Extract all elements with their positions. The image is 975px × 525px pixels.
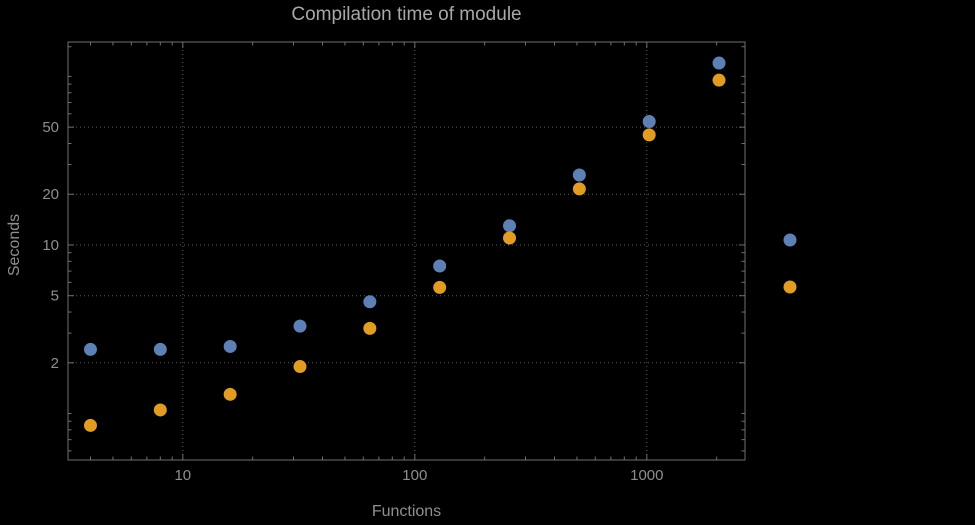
y-tick-label: 50: [42, 119, 59, 136]
data-point-series-2: [153, 403, 167, 417]
data-point-series-1: [712, 56, 726, 70]
data-point-series-2: [83, 418, 97, 432]
data-point-series-2: [363, 321, 377, 335]
data-point-series-2: [572, 182, 586, 196]
x-tick-label: 10: [174, 467, 191, 484]
data-point-series-1: [293, 319, 307, 333]
data-point-series-2: [712, 73, 726, 87]
legend-marker-series-2: [783, 280, 797, 294]
plot-frame: [67, 41, 746, 461]
y-tick-label: 5: [51, 288, 59, 305]
data-point-series-2: [433, 280, 447, 294]
y-tick-label: 10: [42, 237, 59, 254]
data-point-series-1: [572, 168, 586, 182]
y-axis-label: Seconds: [6, 213, 23, 277]
data-point-series-2: [642, 128, 656, 142]
x-axis-label: Functions: [371, 503, 442, 520]
data-point-series-1: [83, 342, 97, 356]
data-point-series-2: [223, 387, 237, 401]
y-tick-label: 2: [51, 355, 59, 372]
data-point-series-1: [363, 295, 377, 309]
legend-marker-series-1: [783, 233, 797, 247]
data-point-series-1: [153, 342, 167, 356]
y-tick-label: 20: [42, 186, 59, 203]
data-point-series-1: [642, 115, 656, 129]
x-tick-label: 1000: [630, 467, 663, 484]
data-point-series-1: [223, 339, 237, 353]
data-point-series-2: [293, 360, 307, 374]
data-point-series-2: [503, 231, 517, 245]
x-tick-label: 100: [402, 467, 427, 484]
data-point-series-1: [503, 219, 517, 233]
chart-title: Compilation time of module: [291, 4, 522, 25]
data-point-series-1: [433, 259, 447, 273]
